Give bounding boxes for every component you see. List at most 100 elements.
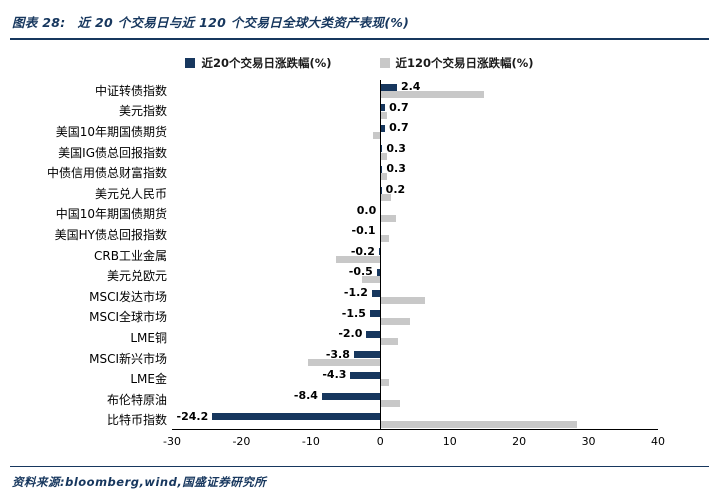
bar-120d — [308, 358, 381, 366]
bar-row: -3.8 — [172, 348, 658, 369]
x-tick-label: -10 — [301, 435, 320, 449]
footer-divider — [10, 465, 709, 467]
category-label: LME金 — [130, 372, 167, 387]
bar-20d — [350, 371, 381, 379]
bar-20d — [366, 330, 381, 338]
value-label: -3.8 — [325, 347, 350, 361]
category-label: CRB工业金属 — [94, 248, 167, 263]
bar-row: -0.1 — [172, 224, 658, 245]
bar-20d — [379, 227, 381, 235]
value-label: -0.1 — [351, 224, 376, 238]
x-tick-label: -20 — [232, 435, 251, 449]
category-label: 美元兑人民币 — [94, 186, 167, 201]
category-label: MSCI发达市场 — [89, 289, 167, 304]
bar-120d — [380, 379, 389, 387]
category-label: 中国10年期国债期货 — [55, 207, 167, 222]
category-label: 比特币指数 — [106, 413, 167, 428]
value-label: 0.2 — [385, 183, 406, 196]
bar-120d — [380, 91, 484, 98]
bar-20d — [380, 165, 383, 173]
x-tick-label: 30 — [581, 435, 596, 449]
bar-20d — [371, 289, 381, 297]
legend-swatch — [379, 58, 390, 68]
bar-20d — [378, 248, 381, 256]
bar-120d — [373, 132, 381, 140]
bar-row: -1.5 — [172, 307, 658, 328]
bar-20d — [380, 145, 383, 153]
source-note: 资料来源:bloomberg,wind,国盛证券研究所 — [12, 475, 267, 489]
bar-chart: 中证转债指数 美元指数 美国10年期国债期货 美国IG债总回报指数 中债信用债总财富指数… — [10, 80, 709, 450]
x-tick-label: -30 — [163, 435, 181, 449]
figure-footer: 资料来源:bloomberg,wind,国盛证券研究所 — [10, 465, 709, 497]
category-label: 美元指数 — [118, 104, 167, 119]
value-label: -1.5 — [341, 306, 366, 320]
bar-row: -8.4 — [172, 389, 658, 410]
category-label: 布伦特原油 — [106, 392, 167, 407]
value-label: -1.2 — [343, 286, 368, 299]
bar-row: -1.2 — [172, 286, 658, 307]
title-divider — [10, 38, 709, 40]
category-label: 中证转债指数 — [94, 83, 167, 98]
figure-title-text: 近 20 个交易日与近 120 个交易日全球大类资产表现(%) — [77, 15, 410, 30]
value-label: 0.0 — [356, 203, 377, 217]
bar-row: 0.3 — [172, 142, 658, 163]
bar-120d — [380, 317, 411, 325]
bar-row: 2.4 — [172, 80, 658, 101]
bar-20d — [353, 351, 381, 359]
plot-area: 2.4 0.7 0.7 0.3 0.3 0.2 0.0 -0.1 -0.2 -0.5 -1.2 -1.… — [172, 80, 658, 431]
bar-120d — [335, 255, 381, 263]
category-label: 美国HY债总回报指数 — [54, 227, 167, 242]
legend-item: 近20个交易日涨跌幅(%) — [185, 55, 332, 71]
value-label: -24.2 — [176, 409, 209, 423]
bar-row: 0.7 — [172, 101, 658, 122]
bar-row: -0.5 — [172, 265, 658, 286]
x-axis-ticks: -30 -20 -10 0 10 20 30 40 — [163, 430, 665, 450]
value-label: 0.3 — [386, 162, 406, 176]
bar-row: 0.2 — [172, 183, 658, 204]
bar-row: -2.0 — [172, 327, 658, 348]
value-label: -4.3 — [322, 368, 347, 382]
zero-axis-line — [380, 80, 382, 430]
value-label: 2.4 — [400, 80, 421, 93]
bar-row: 0.0 — [172, 204, 658, 225]
bar-20d — [376, 268, 381, 276]
x-tick-label: 20 — [512, 435, 527, 449]
legend-swatch — [185, 58, 196, 68]
bar-120d — [380, 420, 578, 428]
bar-row: -24.2 — [172, 410, 658, 431]
bar-row: -4.3 — [172, 368, 658, 389]
category-label: MSCI全球市场 — [89, 310, 167, 325]
category-label: LME铜 — [130, 330, 167, 345]
bar-120d — [380, 400, 401, 407]
chart-legend: 近20个交易日涨跌幅(%) 近120个交易日涨跌幅(%) — [10, 55, 709, 71]
legend-label: 近120个交易日涨跌幅(%) — [395, 56, 534, 70]
bar-120d — [380, 111, 388, 119]
bar-20d — [369, 310, 381, 318]
value-label: 0.7 — [389, 100, 409, 114]
category-labels: 中证转债指数 美元指数 美国10年期国债期货 美国IG债总回报指数 中债信用债总财富指数… — [10, 80, 172, 450]
value-label: -8.4 — [293, 389, 318, 402]
bar-20d — [380, 124, 386, 132]
value-label: 0.7 — [389, 121, 409, 135]
category-label: 美元兑欧元 — [106, 269, 167, 284]
x-tick-label: 10 — [442, 435, 457, 449]
bar-120d — [380, 194, 392, 201]
bar-120d — [380, 338, 398, 346]
bar-120d — [380, 235, 390, 243]
bar-120d — [380, 214, 396, 222]
bar-20d — [380, 83, 397, 91]
figure-tag: 图表 28: — [12, 15, 66, 30]
bar-20d — [321, 392, 381, 400]
x-tick-label: 0 — [376, 435, 384, 449]
legend-item: 近120个交易日涨跌幅(%) — [379, 55, 534, 71]
category-label: 中债信用债总财富指数 — [46, 166, 167, 181]
value-label: -0.2 — [350, 244, 375, 258]
bar-20d — [380, 104, 386, 112]
value-label: -2.0 — [338, 327, 363, 341]
x-tick-label: 40 — [651, 435, 665, 449]
bar-120d — [362, 276, 381, 284]
plot-wrap: 2.4 0.7 0.7 0.3 0.3 0.2 0.0 -0.1 -0.2 -0.5 -1.2 -1.… — [163, 80, 665, 450]
figure-title: 图表 28: 近 20 个交易日与近 120 个交易日全球大类资产表现(%) — [10, 8, 709, 38]
category-label: MSCI新兴市场 — [89, 351, 167, 366]
